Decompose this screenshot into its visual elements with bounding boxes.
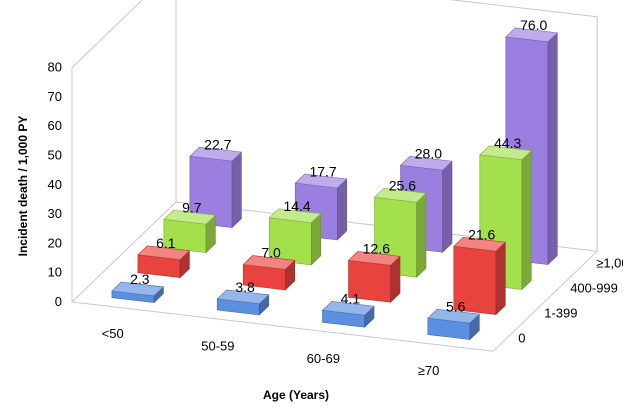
tick-labels: 22.7 17.7 28.0 76.0 9.7 14.4 25.6 44.3 6.1 7.0 12.… bbox=[48, 17, 623, 378]
bar-top-face bbox=[189, 146, 243, 162]
bar-lt50-400-999 bbox=[163, 209, 217, 254]
bar-side-face bbox=[521, 149, 532, 291]
bar-50-59-1-399 bbox=[242, 255, 296, 291]
depth-tick-label: 400-999 bbox=[570, 281, 618, 296]
data-label: 7.0 bbox=[261, 245, 281, 261]
bars bbox=[111, 27, 558, 341]
back-wall-top-back-edge bbox=[449, 0, 598, 18]
y-tick-label: 20 bbox=[48, 235, 62, 250]
bar-top-face bbox=[505, 27, 558, 43]
bar-lt50-0 bbox=[111, 281, 165, 304]
bar-50-59-400-999 bbox=[268, 208, 322, 266]
y-tick-label: 10 bbox=[48, 265, 62, 280]
bar-side-face bbox=[231, 151, 242, 229]
bar-top-face bbox=[453, 236, 506, 252]
x-tick-label: ≥70 bbox=[418, 363, 440, 378]
y-tick-label: 0 bbox=[55, 294, 62, 309]
depth-tick-label: 1-399 bbox=[544, 306, 577, 321]
data-label: 4.1 bbox=[341, 291, 361, 307]
bar-ge70-1-399 bbox=[453, 236, 506, 316]
bar-side-face bbox=[442, 160, 453, 253]
data-label: 2.3 bbox=[130, 271, 150, 287]
bar-ge70-0 bbox=[427, 308, 480, 341]
data-label: 25.6 bbox=[389, 178, 416, 194]
bar-top-face bbox=[242, 255, 296, 270]
data-label: 17.7 bbox=[309, 163, 336, 179]
data-label: 14.4 bbox=[283, 198, 310, 214]
bar-top-face bbox=[479, 145, 532, 161]
y-tick-label: 30 bbox=[48, 206, 62, 221]
data-label: 28.0 bbox=[415, 146, 442, 162]
bar-top-face bbox=[137, 245, 191, 261]
bar-50-59-0 bbox=[216, 289, 270, 316]
bar-side-face bbox=[495, 241, 506, 316]
data-label: 12.6 bbox=[363, 241, 390, 257]
x-axis-title: Age (Years) bbox=[263, 388, 329, 402]
y-tick-label: 70 bbox=[48, 89, 62, 104]
bar-top-face bbox=[321, 300, 375, 316]
depth-tick-label: 0 bbox=[518, 331, 525, 346]
bar-top-face bbox=[268, 208, 322, 224]
y-axis-title: Incident death / 1,000 PY bbox=[16, 116, 30, 257]
bar-60-69-1-399 bbox=[347, 251, 401, 303]
bar-lt50-1-399 bbox=[137, 245, 191, 279]
data-label: 5.6 bbox=[446, 298, 466, 314]
depth-tick-label: ≥1,000 bbox=[596, 256, 623, 271]
data-label: 9.7 bbox=[182, 200, 202, 216]
bar-lt50-ge1-000 bbox=[189, 146, 243, 229]
data-label: 3.8 bbox=[235, 279, 255, 295]
y-tick-label: 80 bbox=[48, 60, 62, 75]
bar-top-face bbox=[373, 187, 427, 203]
x-tick-label: 50-59 bbox=[201, 338, 234, 353]
bar-60-69-0 bbox=[321, 300, 375, 328]
data-label: 44.3 bbox=[494, 135, 521, 151]
y-tick-label: 60 bbox=[48, 118, 62, 133]
bar-top-face bbox=[163, 209, 217, 225]
bar-top-face bbox=[427, 308, 480, 324]
data-label: 22.7 bbox=[204, 136, 231, 152]
bar-top-face bbox=[111, 281, 165, 297]
bar-top-face bbox=[216, 289, 270, 305]
bar-top-face bbox=[399, 155, 453, 171]
data-label: 21.6 bbox=[468, 227, 495, 243]
floor-left-edge bbox=[71, 201, 177, 303]
bar-side-face bbox=[547, 32, 558, 266]
x-tick-label: <50 bbox=[102, 326, 124, 341]
bar-top-face bbox=[294, 173, 348, 189]
data-label: 6.1 bbox=[156, 235, 176, 251]
bar-top-face bbox=[347, 251, 401, 266]
back-wall-top-edge bbox=[71, 0, 144, 68]
data-label: 76.0 bbox=[520, 17, 547, 33]
bar-side-face bbox=[416, 192, 427, 278]
floor-right-edge bbox=[492, 250, 598, 352]
floor-front-edge bbox=[71, 301, 494, 352]
y-tick-label: 40 bbox=[48, 177, 62, 192]
y-tick-label: 50 bbox=[48, 148, 62, 163]
x-tick-label: 60-69 bbox=[307, 351, 340, 366]
bar-side-face bbox=[336, 178, 348, 241]
